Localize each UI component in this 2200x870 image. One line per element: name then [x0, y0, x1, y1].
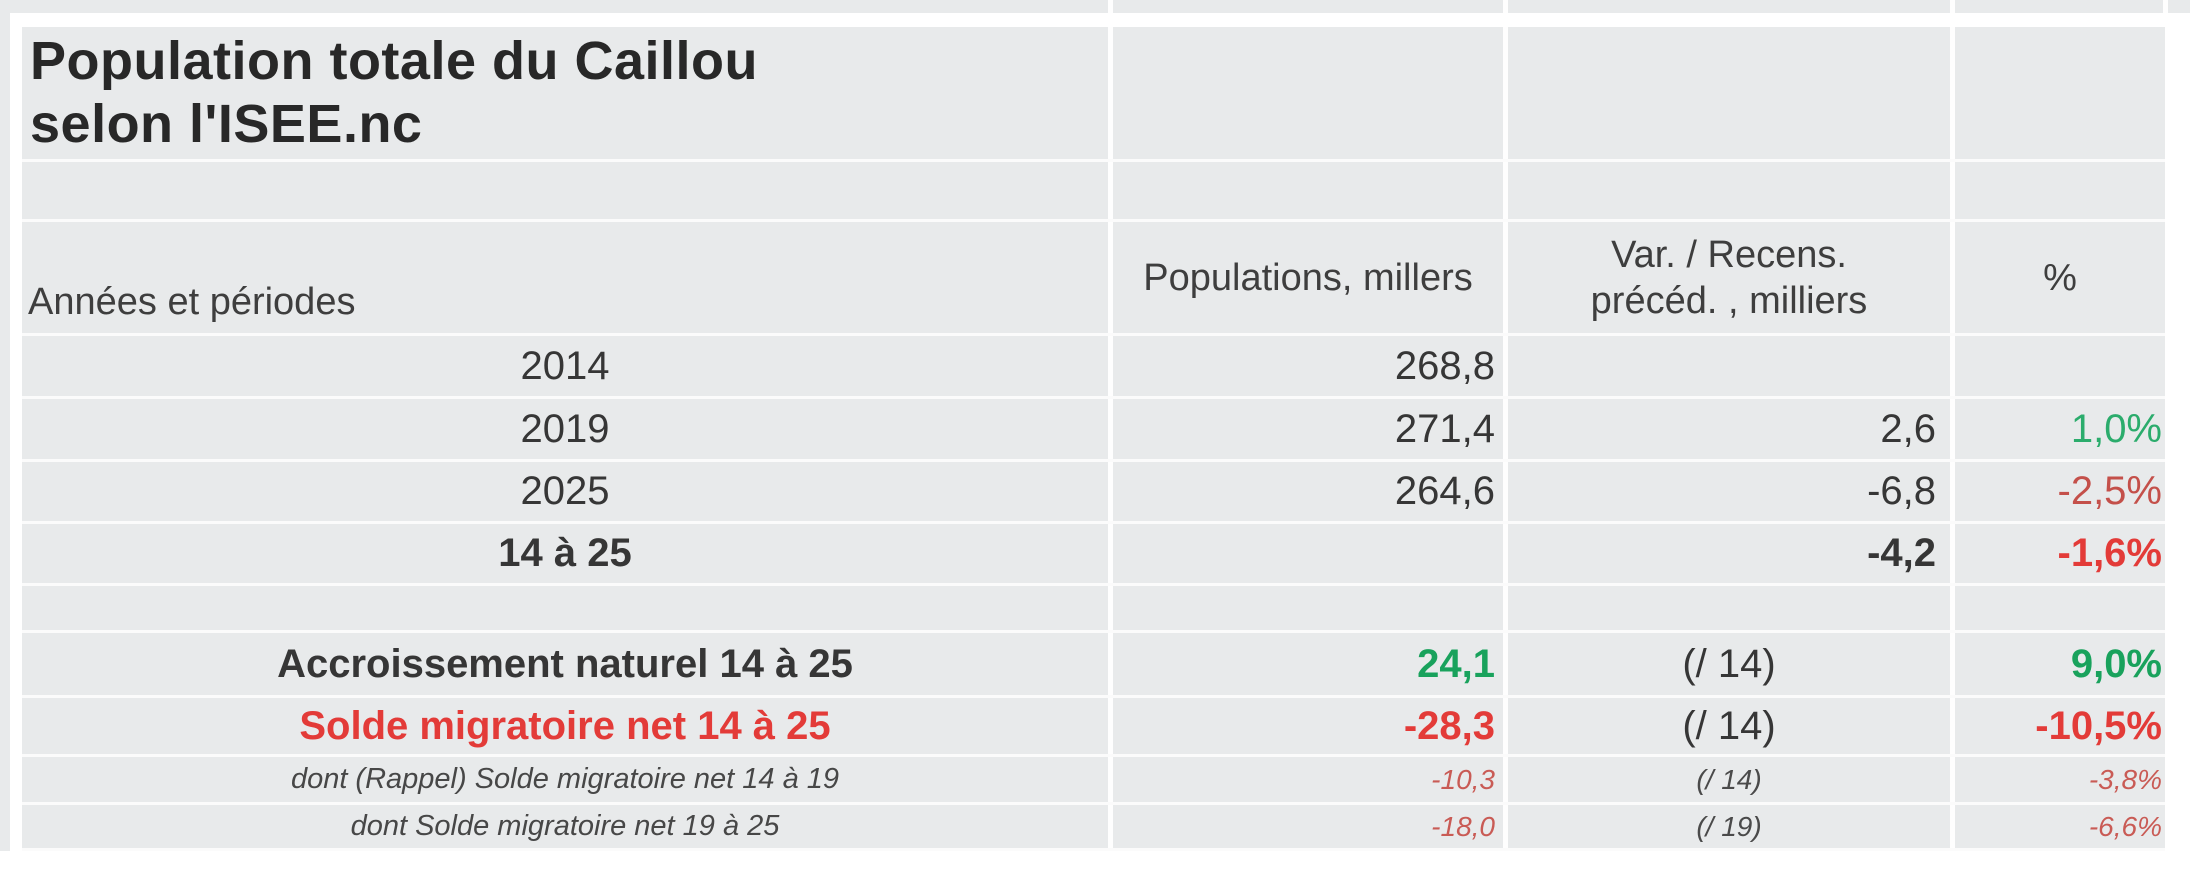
grid-line [2163, 0, 2168, 13]
header-row: Années et périodes Populations, millers … [22, 222, 2165, 336]
table-row-solde-migratoire: Solde migratoire net 14 à 25 -28,3 (/ 14… [22, 698, 2165, 757]
cell-solde-variation[interactable]: (/ 14) [1503, 698, 1950, 754]
cell-empty[interactable] [22, 586, 1108, 630]
cell-14-a-25-population[interactable] [1108, 524, 1503, 583]
table-row-2019: 2019 271,4 2,6 1,0% [22, 399, 2165, 462]
cell-2014-variation[interactable] [1503, 336, 1950, 396]
cut-off-row-above [0, 0, 2190, 13]
table-row-accroissement-naturel: Accroissement naturel 14 à 25 24,1 (/ 14… [22, 633, 2165, 698]
cell-dont-19-25-variation[interactable]: (/ 19) [1503, 805, 1950, 848]
cell-dont-19-25-population[interactable]: -18,0 [1108, 805, 1503, 848]
cell-accroissement-variation[interactable]: (/ 14) [1503, 633, 1950, 695]
cell-solde-label[interactable]: Solde migratoire net 14 à 25 [299, 703, 831, 748]
header-percent[interactable]: % [1950, 222, 2165, 333]
cell-empty[interactable] [1950, 162, 2165, 219]
table-row-2025: 2025 264,6 -6,8 -2,5% [22, 462, 2165, 524]
cell-2019-population[interactable]: 271,4 [1108, 399, 1503, 459]
cell-2025-label[interactable]: 2025 [520, 469, 610, 513]
cell-dont-14-19-variation[interactable]: (/ 14) [1503, 757, 1950, 802]
header-populations-milliers[interactable]: Populations, millers [1108, 222, 1503, 333]
header-annees-et-periodes[interactable]: Années et périodes [28, 281, 356, 323]
cell-14-a-25-label[interactable]: 14 à 25 [498, 531, 632, 575]
cell-2014-percent[interactable] [1950, 336, 2165, 396]
cell-dont-19-25-label[interactable]: dont Solde migratoire net 19 à 25 [350, 810, 780, 842]
title-line-1: Population totale du Caillou [30, 31, 758, 91]
cell-accroissement-percent[interactable]: 9,0% [1950, 633, 2165, 695]
header-variation-line-2: précéd. , milliers [1590, 279, 1868, 322]
table-row-14-a-25: 14 à 25 -4,2 -1,6% [22, 524, 2165, 586]
cell-empty[interactable] [1108, 586, 1503, 630]
table-row-2014: 2014 268,8 [22, 336, 2165, 399]
cell-2014-population[interactable]: 268,8 [1108, 336, 1503, 396]
cell-empty[interactable] [1503, 162, 1950, 219]
cut-off-column-left [0, 0, 10, 851]
cell-empty[interactable] [1503, 27, 1950, 159]
cell-solde-percent[interactable]: -10,5% [1950, 698, 2165, 754]
sheet-title[interactable]: Population totale du Caillou selon l'ISE… [22, 27, 1108, 159]
title-row: Population totale du Caillou selon l'ISE… [22, 27, 2165, 162]
header-variation-line-1: Var. / Recens. [1611, 233, 1847, 276]
grid-line [1950, 0, 1955, 13]
cell-2025-percent[interactable]: -2,5% [1950, 462, 2165, 521]
cell-accroissement-label[interactable]: Accroissement naturel 14 à 25 [277, 641, 853, 686]
grid-line [1108, 0, 1113, 13]
cell-empty[interactable] [1108, 27, 1503, 159]
cell-dont-14-19-label[interactable]: dont (Rappel) Solde migratoire net 14 à … [290, 763, 840, 795]
cell-2019-percent[interactable]: 1,0% [1950, 399, 2165, 459]
cell-2019-label[interactable]: 2019 [520, 406, 610, 451]
cell-empty[interactable] [1950, 586, 2165, 630]
cell-dont-14-19-percent[interactable]: -3,8% [1950, 757, 2165, 802]
blank-row [22, 586, 2165, 633]
population-table: Population totale du Caillou selon l'ISE… [22, 27, 2165, 851]
cell-empty[interactable] [22, 162, 1108, 219]
cell-empty[interactable] [1503, 586, 1950, 630]
cell-2019-variation[interactable]: 2,6 [1503, 399, 1950, 459]
table-row-dont-14-19: dont (Rappel) Solde migratoire net 14 à … [22, 757, 2165, 805]
cell-2025-variation[interactable]: -6,8 [1503, 462, 1950, 521]
title-line-2: selon l'ISEE.nc [30, 94, 423, 154]
cell-empty[interactable] [1108, 162, 1503, 219]
cell-dont-14-19-population[interactable]: -10,3 [1108, 757, 1503, 802]
cell-empty[interactable] [1950, 27, 2165, 159]
cell-2014-label[interactable]: 2014 [520, 343, 610, 388]
cell-solde-population[interactable]: -28,3 [1108, 698, 1503, 754]
blank-row [22, 162, 2165, 222]
table-row-dont-19-25: dont Solde migratoire net 19 à 25 -18,0 … [22, 805, 2165, 851]
cell-14-a-25-percent[interactable]: -1,6% [1950, 524, 2165, 583]
cell-accroissement-population[interactable]: 24,1 [1108, 633, 1503, 695]
header-variation-recensement[interactable]: Var. / Recens. précéd. , milliers [1503, 222, 1950, 333]
cell-14-a-25-variation[interactable]: -4,2 [1503, 524, 1950, 583]
grid-line [1503, 0, 1508, 13]
cell-dont-19-25-percent[interactable]: -6,6% [1950, 805, 2165, 848]
cell-2025-population[interactable]: 264,6 [1108, 462, 1503, 521]
